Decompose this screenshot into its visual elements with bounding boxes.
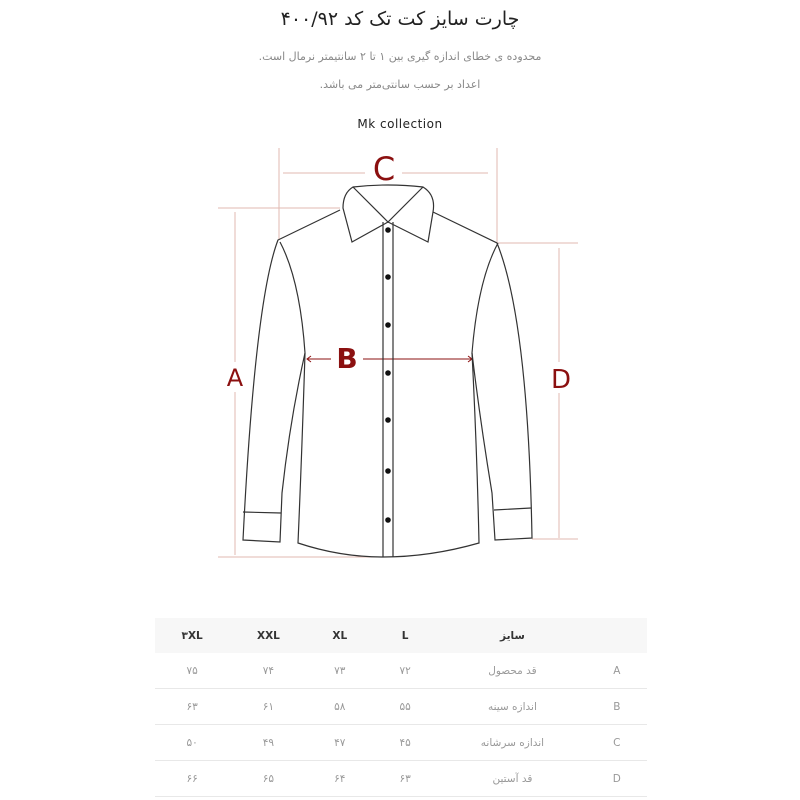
tolerance-note: محدوده ی خطای اندازه گیری بین ۱ تا ۲ سان… <box>258 50 542 63</box>
cell-name: قد محصول <box>438 653 587 689</box>
table-row: ۵۰ ۴۹ ۴۷ ۴۵ اندازه سرشانه C <box>155 724 647 761</box>
units-note: اعداد بر حسب سانتی‌متر می باشد. <box>319 78 481 91</box>
cell-3xl: ۶۳ <box>155 688 230 725</box>
cell-xxl: ۴۹ <box>229 724 308 761</box>
table-header-row: ۳XL XXL XL L سایز <box>155 618 647 653</box>
cell-name: اندازه سینه <box>438 688 587 725</box>
page-title: چارت سایز کت تک کد ۴۰۰/۹۲ <box>280 8 520 30</box>
button-dot <box>385 322 391 328</box>
label-d: D <box>551 365 571 395</box>
buttons <box>385 227 391 523</box>
size-table: ۳XL XXL XL L سایز ۷۵ ۷۴ ۷۳ ۷۲ قد محصول A… <box>155 618 647 797</box>
label-b: B <box>336 342 357 375</box>
cell-l: ۵۵ <box>372 688 439 725</box>
header-3xl: ۳XL <box>155 618 230 653</box>
cell-l: ۶۳ <box>372 760 439 797</box>
cell-xl: ۷۳ <box>307 653 372 689</box>
cell-code: C <box>586 724 647 761</box>
chest-arrow <box>306 355 473 363</box>
cell-l: ۴۵ <box>372 724 439 761</box>
table-row: ۷۵ ۷۴ ۷۳ ۷۲ قد محصول A <box>155 653 647 689</box>
cell-3xl: ۶۶ <box>155 760 230 797</box>
header-xl: XL <box>307 618 372 653</box>
button-dot <box>385 468 391 474</box>
cell-xxl: ۶۱ <box>229 688 308 725</box>
cell-code: B <box>586 688 647 725</box>
button-dot <box>385 417 391 423</box>
cell-xl: ۶۴ <box>307 760 372 797</box>
cell-xxl: ۷۴ <box>229 653 308 689</box>
button-dot <box>385 370 391 376</box>
cell-l: ۷۲ <box>372 653 439 689</box>
cell-code: A <box>586 653 647 689</box>
header-code <box>586 618 647 653</box>
cell-3xl: ۷۵ <box>155 653 230 689</box>
table-row: ۶۳ ۶۱ ۵۸ ۵۵ اندازه سینه B <box>155 688 647 725</box>
shirt-outline <box>242 184 533 558</box>
cell-name: اندازه سرشانه <box>438 724 587 761</box>
cell-name: قد آستین <box>438 760 587 797</box>
cell-xl: ۵۸ <box>307 688 372 725</box>
cell-code: D <box>586 760 647 797</box>
cell-3xl: ۵۰ <box>155 724 230 761</box>
button-dot <box>385 517 391 523</box>
brand-name: Mk collection <box>357 117 443 131</box>
cell-xxl: ۶۵ <box>229 760 308 797</box>
table-row: ۶۶ ۶۵ ۶۴ ۶۳ قد آستین D <box>155 760 647 797</box>
header-xxl: XXL <box>229 618 308 653</box>
label-c: C <box>373 150 395 188</box>
button-dot <box>385 274 391 280</box>
label-a: A <box>227 364 244 392</box>
measurement-guides <box>218 148 578 558</box>
header-l: L <box>372 618 439 653</box>
shirt-size-diagram: C B A D <box>218 148 578 558</box>
header-size: سایز <box>438 618 587 653</box>
cell-xl: ۴۷ <box>307 724 372 761</box>
button-dot <box>385 227 391 233</box>
